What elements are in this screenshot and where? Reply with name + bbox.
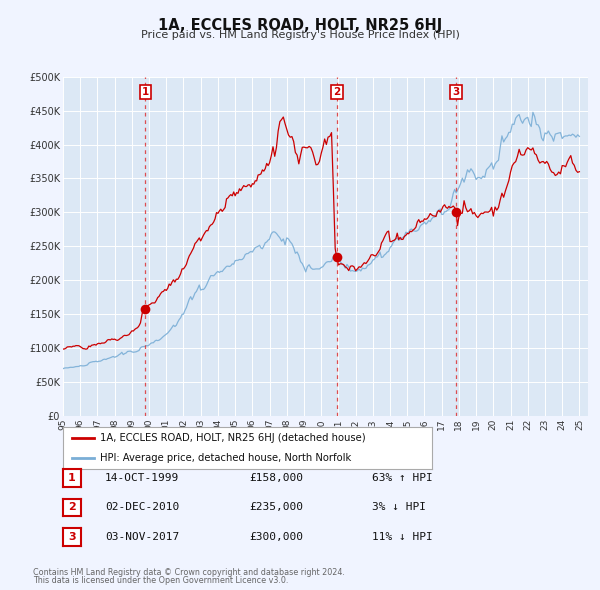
Text: 11% ↓ HPI: 11% ↓ HPI — [372, 532, 433, 542]
Text: 3: 3 — [452, 87, 460, 97]
Text: HPI: Average price, detached house, North Norfolk: HPI: Average price, detached house, Nort… — [100, 453, 351, 463]
Text: Price paid vs. HM Land Registry's House Price Index (HPI): Price paid vs. HM Land Registry's House … — [140, 30, 460, 40]
Text: 3: 3 — [68, 532, 76, 542]
Text: 2: 2 — [68, 503, 76, 512]
Text: Contains HM Land Registry data © Crown copyright and database right 2024.: Contains HM Land Registry data © Crown c… — [33, 568, 345, 577]
Text: 2: 2 — [334, 87, 341, 97]
Text: 1A, ECCLES ROAD, HOLT, NR25 6HJ (detached house): 1A, ECCLES ROAD, HOLT, NR25 6HJ (detache… — [100, 433, 365, 443]
Text: 1: 1 — [142, 87, 149, 97]
Text: 3% ↓ HPI: 3% ↓ HPI — [372, 503, 426, 512]
Text: £158,000: £158,000 — [249, 473, 303, 483]
Text: 63% ↑ HPI: 63% ↑ HPI — [372, 473, 433, 483]
Text: 1A, ECCLES ROAD, HOLT, NR25 6HJ: 1A, ECCLES ROAD, HOLT, NR25 6HJ — [158, 18, 442, 32]
Text: £300,000: £300,000 — [249, 532, 303, 542]
Text: 1: 1 — [68, 473, 76, 483]
Text: This data is licensed under the Open Government Licence v3.0.: This data is licensed under the Open Gov… — [33, 576, 289, 585]
Text: 02-DEC-2010: 02-DEC-2010 — [105, 503, 179, 512]
Text: £235,000: £235,000 — [249, 503, 303, 512]
Text: 03-NOV-2017: 03-NOV-2017 — [105, 532, 179, 542]
Text: 14-OCT-1999: 14-OCT-1999 — [105, 473, 179, 483]
